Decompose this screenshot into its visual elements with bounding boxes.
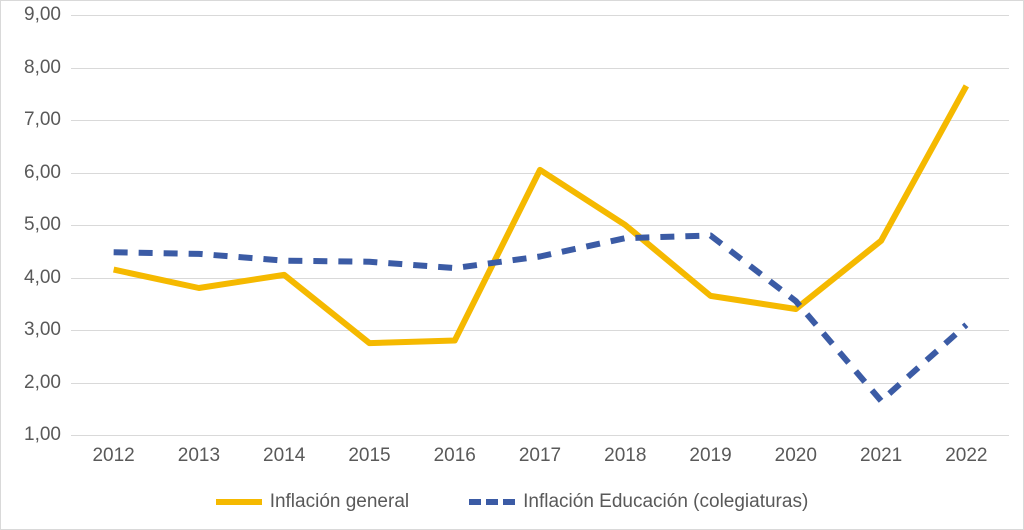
x-tick-label: 2013	[178, 435, 220, 467]
legend-item-general: Inflación general	[216, 491, 409, 513]
y-tick-label: 5,00	[24, 214, 71, 236]
series-general	[114, 86, 967, 343]
y-tick-label: 4,00	[24, 267, 71, 289]
legend-label-educacion: Inflación Educación (colegiaturas)	[523, 491, 808, 513]
y-tick-label: 8,00	[24, 57, 71, 79]
x-tick-label: 2014	[263, 435, 305, 467]
legend-swatch-general	[216, 499, 262, 505]
x-tick-label: 2021	[860, 435, 902, 467]
x-tick-label: 2020	[775, 435, 817, 467]
x-tick-label: 2019	[689, 435, 731, 467]
y-tick-label: 6,00	[24, 162, 71, 184]
series-educacion	[114, 236, 967, 401]
legend-swatch-educacion	[469, 499, 515, 505]
legend-item-educacion: Inflación Educación (colegiaturas)	[469, 491, 808, 513]
y-tick-label: 1,00	[24, 424, 71, 446]
x-tick-label: 2016	[434, 435, 476, 467]
x-tick-label: 2015	[348, 435, 390, 467]
x-tick-label: 2017	[519, 435, 561, 467]
plot-area: 1,002,003,004,005,006,007,008,009,002012…	[71, 15, 1009, 435]
x-tick-label: 2012	[92, 435, 134, 467]
y-tick-label: 2,00	[24, 372, 71, 394]
chart-frame: 1,00 2,00 3,00 4,00 5,00 6,00 7,00 8,00 9,00 2012…	[0, 0, 1024, 530]
y-tick-label: 7,00	[24, 109, 71, 131]
lines-layer	[71, 15, 1009, 435]
x-tick-label: 2018	[604, 435, 646, 467]
y-tick-label: 9,00	[24, 4, 71, 26]
legend: Inflación general Inflación Educación (co…	[1, 491, 1023, 513]
legend-label-general: Inflación general	[270, 491, 409, 513]
y-tick-label: 3,00	[24, 319, 71, 341]
x-tick-label: 2022	[945, 435, 987, 467]
